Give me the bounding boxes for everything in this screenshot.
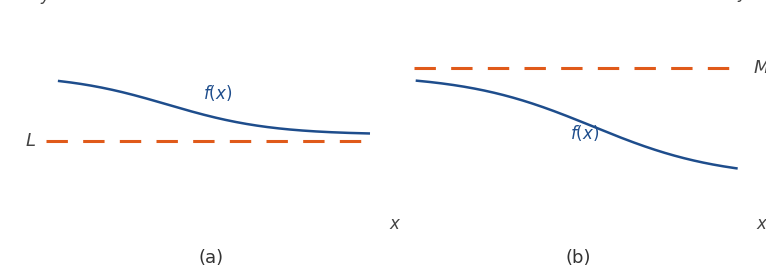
Text: (b): (b): [565, 249, 591, 267]
Text: $x$: $x$: [388, 215, 401, 233]
Text: $f(x)$: $f(x)$: [571, 123, 600, 143]
Text: $M$: $M$: [753, 59, 766, 77]
Text: $L$: $L$: [25, 132, 36, 150]
Text: $x$: $x$: [756, 215, 766, 233]
Text: (a): (a): [198, 249, 223, 267]
Text: $f(x)$: $f(x)$: [203, 83, 232, 103]
Text: $y$: $y$: [737, 0, 749, 4]
Text: $y$: $y$: [40, 0, 52, 6]
